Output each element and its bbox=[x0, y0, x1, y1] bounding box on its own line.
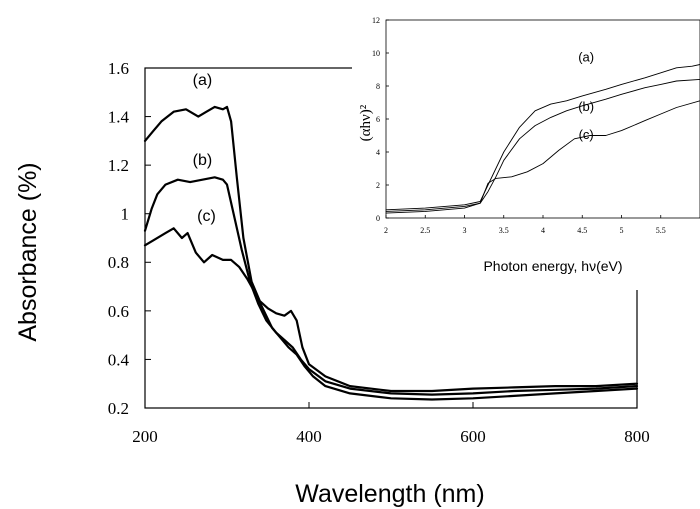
main-x-axis-label: Wavelength (nm) bbox=[295, 480, 484, 508]
inset-y-tick-label: 6 bbox=[376, 115, 380, 124]
main-y-tick-label: 0.8 bbox=[108, 253, 129, 272]
main-y-tick-label: 1 bbox=[121, 205, 130, 224]
inset-y-tick-label: 12 bbox=[372, 16, 380, 25]
inset-y-tick-label: 10 bbox=[372, 49, 380, 58]
inset-series-label-c: (c) bbox=[579, 127, 594, 142]
inset-y-axis-label: (αhν)² bbox=[358, 104, 374, 141]
main-y-axis-label: Absorbance (%) bbox=[14, 162, 42, 341]
inset-x-tick-label: 2.5 bbox=[420, 226, 430, 235]
inset-series-label-a: (a) bbox=[578, 49, 594, 64]
main-y-tick-label: 0.2 bbox=[108, 399, 129, 418]
inset-background bbox=[352, 8, 700, 290]
main-y-tick-label: 1.4 bbox=[108, 108, 130, 127]
inset-x-tick-label: 4 bbox=[541, 226, 545, 235]
inset-y-tick-label: 8 bbox=[376, 82, 380, 91]
inset-x-tick-label: 5.5 bbox=[656, 226, 666, 235]
inset-series-label-b: (b) bbox=[578, 99, 594, 114]
inset-x-tick-label: 3.5 bbox=[499, 226, 509, 235]
inset-x-tick-label: 2 bbox=[384, 226, 388, 235]
main-x-tick-label: 400 bbox=[296, 427, 322, 446]
main-series-label-b: (b) bbox=[193, 152, 213, 169]
main-series-label-c: (c) bbox=[197, 208, 216, 225]
main-x-tick-label: 600 bbox=[460, 427, 486, 446]
main-x-tick-label: 200 bbox=[132, 427, 158, 446]
main-y-tick-label: 0.4 bbox=[108, 350, 130, 369]
main-y-tick-label: 1.2 bbox=[108, 156, 129, 175]
main-series-label-a: (a) bbox=[193, 72, 213, 89]
inset-y-tick-label: 0 bbox=[376, 214, 380, 223]
inset-y-tick-label: 4 bbox=[376, 148, 380, 157]
main-series-labels: (a) (b) (c) bbox=[193, 72, 216, 225]
main-x-tick-label: 800 bbox=[624, 427, 650, 446]
inset-x-tick-label: 3 bbox=[463, 226, 467, 235]
inset-x-tick-label: 4.5 bbox=[577, 226, 587, 235]
inset-x-tick-label: 5 bbox=[620, 226, 624, 235]
main-y-tick-label: 0.6 bbox=[108, 302, 129, 321]
inset-x-axis-label: Photon energy, hν(eV) bbox=[483, 258, 622, 274]
main-y-tick-label: 1.6 bbox=[108, 59, 129, 78]
inset-y-tick-label: 2 bbox=[376, 181, 380, 190]
